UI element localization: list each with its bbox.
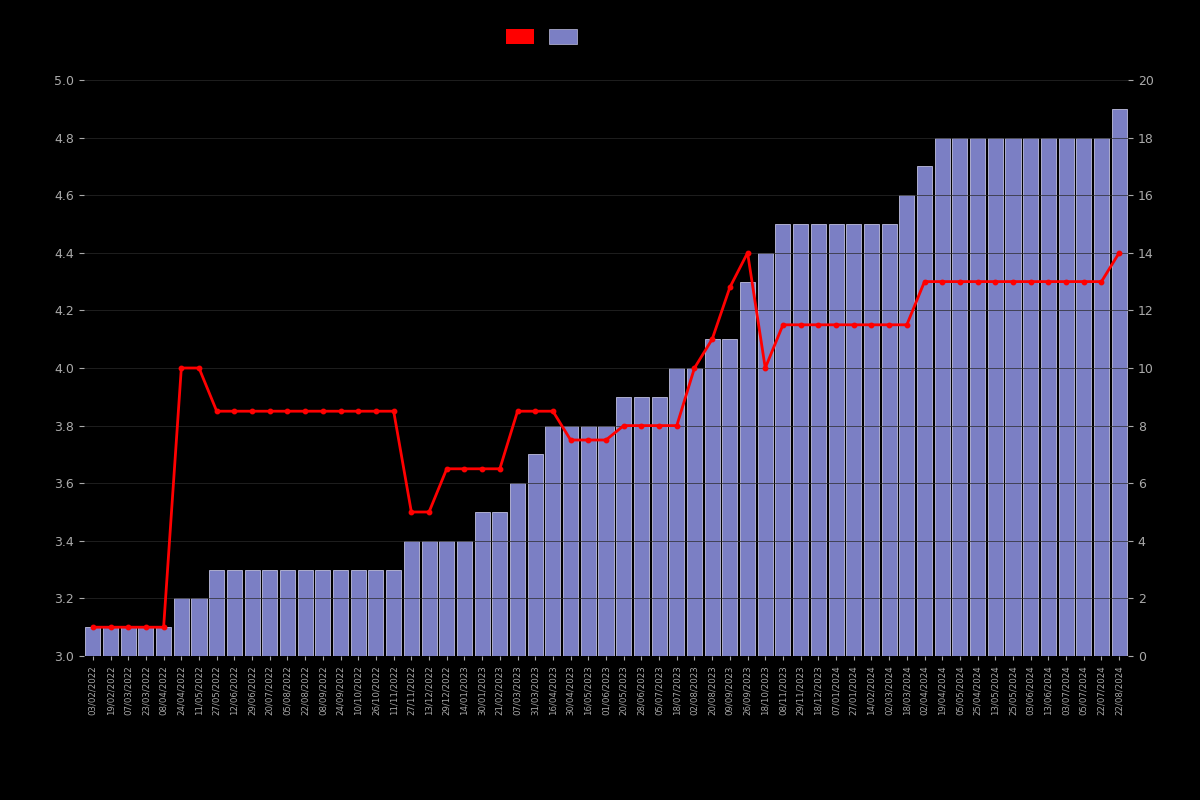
- Bar: [245, 570, 259, 656]
- Bar: [634, 397, 649, 656]
- Bar: [1076, 138, 1091, 656]
- Bar: [988, 138, 1003, 656]
- Bar: [757, 253, 773, 656]
- Bar: [174, 598, 188, 656]
- Bar: [563, 426, 578, 656]
- Bar: [846, 224, 862, 656]
- Bar: [1024, 138, 1038, 656]
- Bar: [670, 368, 684, 656]
- Legend: , : ,: [506, 30, 581, 44]
- Bar: [298, 570, 313, 656]
- Bar: [421, 541, 437, 656]
- Bar: [599, 426, 613, 656]
- Bar: [263, 570, 277, 656]
- Bar: [316, 570, 330, 656]
- Bar: [492, 512, 508, 656]
- Bar: [209, 570, 224, 656]
- Bar: [510, 483, 526, 656]
- Bar: [704, 339, 720, 656]
- Bar: [1006, 138, 1020, 656]
- Bar: [1094, 138, 1109, 656]
- Bar: [528, 454, 542, 656]
- Bar: [811, 224, 826, 656]
- Bar: [227, 570, 242, 656]
- Bar: [581, 426, 596, 656]
- Bar: [457, 541, 472, 656]
- Bar: [616, 397, 631, 656]
- Bar: [280, 570, 295, 656]
- Bar: [652, 397, 667, 656]
- Bar: [545, 426, 560, 656]
- Bar: [1111, 109, 1127, 656]
- Bar: [350, 570, 366, 656]
- Bar: [156, 627, 172, 656]
- Bar: [899, 195, 914, 656]
- Bar: [917, 166, 932, 656]
- Bar: [953, 138, 967, 656]
- Bar: [192, 598, 206, 656]
- Bar: [970, 138, 985, 656]
- Bar: [121, 627, 136, 656]
- Bar: [864, 224, 878, 656]
- Bar: [439, 541, 455, 656]
- Bar: [828, 224, 844, 656]
- Bar: [882, 224, 896, 656]
- Bar: [386, 570, 401, 656]
- Bar: [935, 138, 949, 656]
- Bar: [475, 512, 490, 656]
- Bar: [740, 282, 755, 656]
- Bar: [686, 368, 702, 656]
- Bar: [404, 541, 419, 656]
- Bar: [722, 339, 737, 656]
- Bar: [138, 627, 154, 656]
- Bar: [334, 570, 348, 656]
- Bar: [368, 570, 384, 656]
- Bar: [85, 627, 101, 656]
- Bar: [1058, 138, 1074, 656]
- Bar: [1040, 138, 1056, 656]
- Bar: [793, 224, 808, 656]
- Bar: [775, 224, 791, 656]
- Bar: [103, 627, 118, 656]
